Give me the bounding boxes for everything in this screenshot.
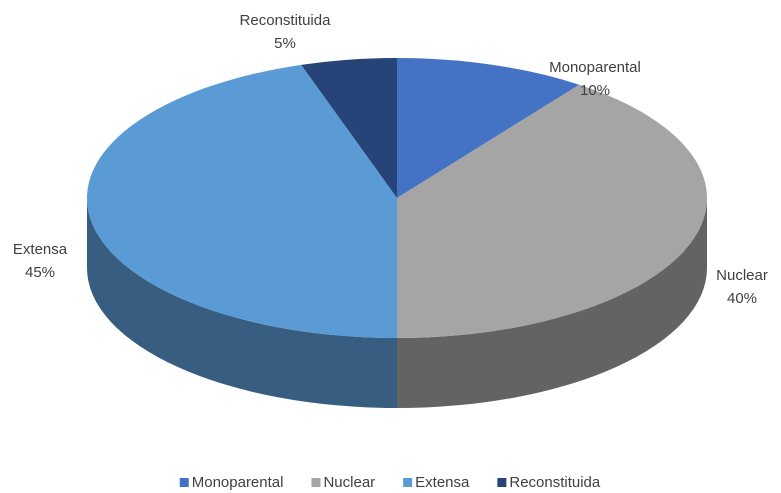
data-label-value: 40% [727,290,757,307]
data-label-value: 5% [274,35,296,52]
legend-swatch [497,478,507,487]
data-label-name: Extensa [13,241,68,258]
pie-slice [301,58,397,198]
data-label-name: Reconstituida [240,12,332,29]
legend-swatch [403,478,413,487]
legend-swatch [311,478,321,487]
legend-swatch [179,478,189,487]
legend-label: Monoparental [192,474,284,491]
data-label-value: 10% [580,82,610,99]
pie-side [397,198,707,408]
legend-label: Extensa [415,474,470,491]
pie-slice [87,64,397,339]
data-label-name: Monoparental [549,59,641,76]
pie-side [87,198,397,408]
pie-slice [397,84,707,339]
legend-label: Nuclear [323,474,375,491]
pie-slice [397,58,580,198]
data-label-value: 45% [25,264,55,281]
legend-label: Reconstituida [509,474,601,491]
data-label-name: Nuclear [716,267,768,284]
